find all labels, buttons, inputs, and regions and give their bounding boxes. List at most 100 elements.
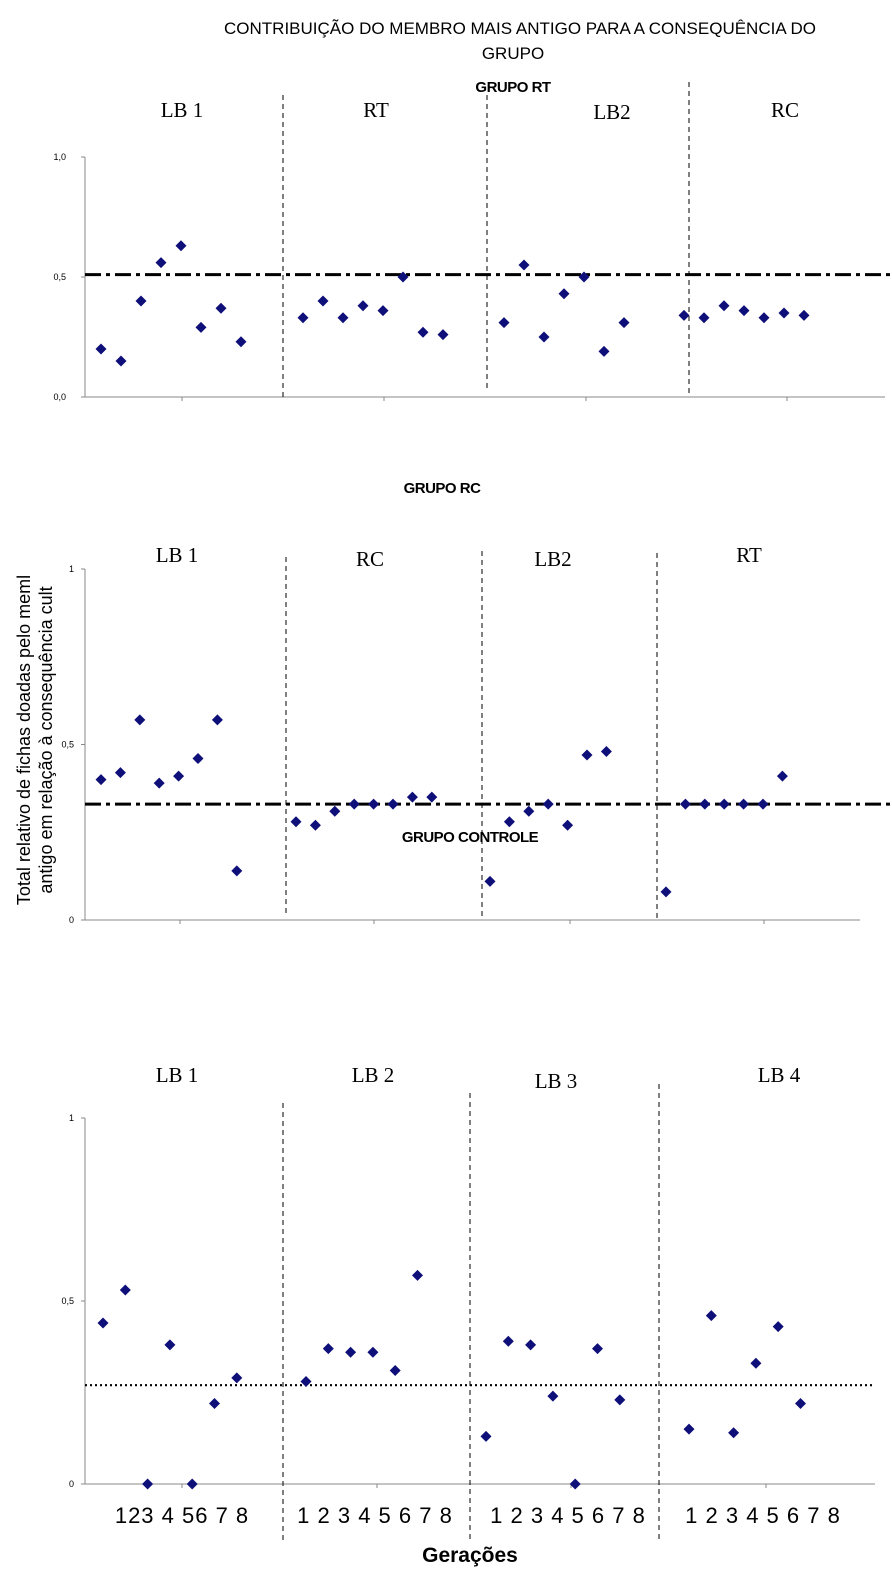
y-tick-label: 0,0 [53, 392, 66, 402]
data-point [679, 798, 691, 810]
data-point [357, 300, 369, 312]
y-tick-label: 1 [69, 1113, 74, 1123]
data-point [738, 798, 750, 810]
data-point [718, 300, 730, 312]
data-point [718, 798, 730, 810]
generation-labels: 123 4 56 7 8 [115, 1503, 249, 1528]
panel-title: GRUPO RT [475, 79, 551, 96]
data-point [119, 1284, 131, 1296]
data-point [164, 1339, 176, 1351]
data-point [525, 1339, 537, 1351]
data-point [598, 345, 610, 357]
data-point [705, 1310, 717, 1322]
data-point [498, 317, 510, 329]
data-point [412, 1269, 423, 1281]
y-tick-label: 1,0 [53, 152, 66, 162]
data-point [97, 1317, 109, 1329]
generation-labels: 1 2 3 4 5 6 7 8 [297, 1503, 453, 1528]
data-point [776, 770, 788, 782]
x-axis-label: Gerações [422, 1544, 518, 1567]
data-point [142, 1478, 154, 1490]
section-label: LB2 [593, 100, 630, 124]
data-point [195, 321, 207, 333]
y-tick-label: 0,5 [61, 1296, 74, 1306]
data-point [231, 865, 243, 877]
panel-title: GRUPO RC [404, 480, 482, 497]
section-label: LB 1 [161, 98, 204, 122]
data-point [502, 1335, 514, 1347]
generation-labels: 1 2 3 4 5 6 7 8 [685, 1503, 841, 1528]
data-point [660, 886, 672, 898]
data-point [309, 819, 321, 831]
data-point [337, 312, 349, 324]
panel-title: GRUPO CONTROLE [402, 829, 539, 846]
data-point [345, 1346, 357, 1358]
data-point [678, 309, 690, 321]
data-point [683, 1423, 695, 1435]
data-point [600, 746, 612, 758]
section-label: RC [356, 547, 384, 571]
data-point [558, 288, 570, 300]
section-label: LB 3 [535, 1069, 578, 1093]
data-point [297, 312, 309, 324]
data-point [798, 309, 810, 321]
data-point [209, 1397, 220, 1409]
data-point [322, 1343, 334, 1355]
data-point [581, 749, 593, 761]
data-point [618, 317, 630, 329]
data-point [484, 875, 496, 887]
data-point [698, 312, 710, 324]
data-point [562, 819, 574, 831]
data-point [300, 1376, 312, 1388]
y-tick-label: 0,5 [53, 272, 66, 282]
data-point [772, 1321, 784, 1333]
data-point [211, 714, 223, 726]
data-point [518, 259, 530, 271]
data-point [135, 295, 147, 307]
y-tick-label: 1 [69, 564, 74, 574]
y-axis-label-line1: Total relativo de fichas doadas pelo mem… [14, 575, 34, 905]
data-point [186, 1478, 198, 1490]
data-point [235, 336, 247, 348]
data-point [134, 714, 146, 726]
data-point [377, 305, 389, 317]
data-point [547, 1390, 559, 1402]
data-point [175, 240, 187, 252]
section-label: LB 4 [758, 1063, 801, 1087]
section-label: RT [736, 543, 762, 567]
figure-title-line2: GRUPO [482, 44, 544, 63]
data-point [368, 798, 380, 810]
data-point [503, 816, 515, 828]
section-label: RT [363, 98, 389, 122]
y-axis-label: Total relativo de fichas doadas pelo mem… [14, 575, 56, 905]
data-point [750, 1357, 762, 1369]
data-point [406, 791, 418, 803]
panel-1: GRUPO RT 0,0 0,5 1,0 LB 1 RT LB2 RC [53, 79, 890, 402]
section-label: LB 2 [352, 1063, 395, 1087]
data-point [114, 767, 126, 779]
data-point [437, 329, 449, 341]
data-point [569, 1478, 581, 1490]
y-axis-label-line2: antigo em relação à consequência cult [36, 586, 56, 893]
data-point [728, 1427, 740, 1439]
data-point [153, 777, 165, 789]
data-point [215, 302, 227, 314]
data-point [115, 355, 127, 367]
data-point [397, 271, 409, 283]
data-point [757, 798, 769, 810]
section-label: RC [771, 98, 799, 122]
section-label: LB2 [534, 547, 571, 571]
data-point [538, 331, 550, 343]
data-point [329, 805, 341, 817]
data-point [155, 257, 167, 269]
y-tick-label: 0 [69, 1479, 74, 1489]
data-point [614, 1394, 626, 1406]
data-point [417, 326, 429, 338]
data-point [592, 1343, 603, 1355]
data-point [367, 1346, 379, 1358]
data-point [778, 307, 790, 319]
data-point [231, 1372, 243, 1384]
data-point [95, 774, 107, 786]
data-point [290, 816, 302, 828]
data-point [758, 312, 770, 324]
